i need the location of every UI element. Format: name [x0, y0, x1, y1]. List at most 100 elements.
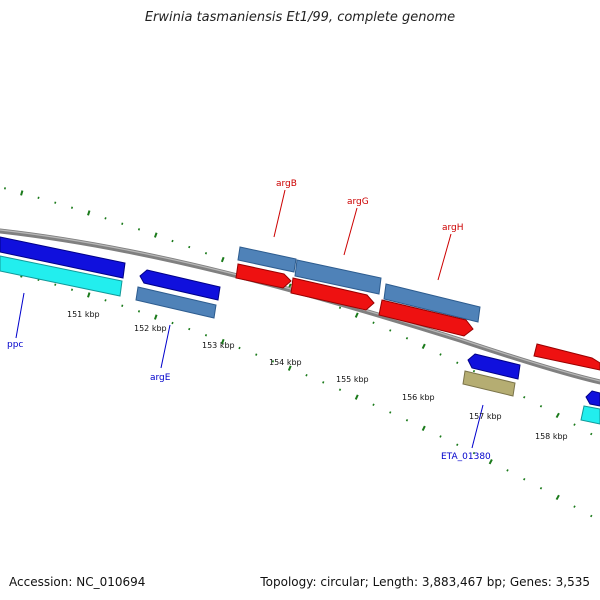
inner-minor-tick	[137, 310, 141, 313]
cds-feature-cyan-right[interactable]	[580, 405, 600, 425]
inner-minor-tick	[271, 360, 275, 363]
map-title: Erwinia tasmaniensis Et1/99, complete ge…	[144, 10, 456, 25]
outer-major-tick	[555, 412, 560, 419]
inner-minor-tick	[322, 381, 325, 384]
leader-line-argb	[273, 189, 286, 238]
inner-minor-tick	[405, 419, 409, 422]
inner-minor-tick	[590, 514, 593, 518]
cds-feature-red-2[interactable]	[290, 277, 375, 311]
inner-minor-tick	[389, 411, 392, 414]
inner-minor-tick	[573, 505, 576, 508]
inner-minor-tick	[539, 486, 543, 490]
inner-minor-tick	[121, 304, 124, 307]
leader-line-ppc	[15, 292, 25, 339]
outer-minor-tick	[188, 245, 191, 249]
outer-minor-tick	[338, 306, 342, 309]
outer-major-tick	[354, 312, 359, 318]
outer-minor-tick	[523, 395, 526, 399]
inner-minor-tick	[506, 469, 509, 472]
inner-minor-tick	[54, 283, 57, 286]
inner-minor-tick	[338, 388, 342, 391]
outer-minor-tick	[3, 187, 7, 190]
scale-label-156kbp: 156 kbp	[402, 393, 435, 402]
outer-minor-tick	[405, 337, 409, 340]
gene-label-argg: argG	[347, 197, 369, 207]
inner-minor-tick	[255, 353, 258, 356]
inner-minor-tick	[188, 327, 191, 331]
outer-major-tick	[20, 190, 24, 196]
outer-minor-tick	[54, 201, 57, 204]
outer-minor-tick	[389, 329, 392, 332]
scale-label-155kbp: 155 kbp	[336, 375, 369, 384]
cds-feature-red-4[interactable]	[533, 343, 600, 371]
cds-feature-argc[interactable]	[294, 259, 382, 295]
scale-label-157kbp: 157 kbp	[469, 412, 502, 421]
outer-minor-tick	[37, 196, 40, 199]
outer-minor-tick	[590, 432, 593, 436]
outer-minor-tick	[439, 353, 442, 356]
scale-label-154kbp: 154 kbp	[269, 358, 302, 367]
cds-feature-argh-steel[interactable]	[383, 283, 481, 323]
gene-label-argb: argB	[276, 179, 297, 189]
inner-minor-tick	[204, 334, 208, 337]
inner-major-tick	[555, 494, 560, 501]
scale-label-151kbp: 151 kbp	[67, 310, 100, 319]
outer-major-tick	[87, 210, 91, 216]
outer-minor-tick	[70, 206, 74, 209]
leader-line-eta	[471, 404, 484, 449]
gene-label-argh: argH	[442, 223, 464, 233]
cds-feature-blue-2[interactable]	[467, 353, 521, 380]
inner-minor-tick	[472, 451, 476, 455]
outer-major-tick	[421, 343, 426, 349]
inner-minor-tick	[456, 443, 459, 446]
cds-feature-ppc-cyan[interactable]	[0, 255, 123, 297]
inner-minor-tick	[238, 346, 241, 350]
inner-major-tick	[354, 394, 359, 400]
outer-minor-tick	[121, 222, 124, 225]
leader-line-argh	[437, 233, 452, 281]
inner-minor-tick	[171, 321, 174, 325]
inner-minor-tick	[104, 299, 107, 302]
outer-minor-tick	[472, 369, 476, 373]
inner-major-tick	[87, 292, 91, 298]
outer-minor-tick	[137, 228, 141, 231]
inner-minor-tick	[439, 435, 442, 438]
inner-major-tick	[220, 338, 225, 345]
inner-minor-tick	[523, 477, 526, 481]
cds-feature-red-3[interactable]	[378, 299, 474, 337]
inner-major-tick	[287, 365, 292, 371]
genome-summary-text: Topology: circular; Length: 3,883,467 bp…	[260, 575, 590, 589]
outer-major-tick	[153, 232, 158, 238]
outer-minor-tick	[539, 404, 543, 408]
gene-label-ppc: ppc	[7, 340, 23, 350]
accession-text: Accession: NC_010694	[9, 575, 146, 589]
outer-minor-tick	[171, 239, 174, 243]
inner-major-tick	[153, 314, 158, 320]
outer-minor-tick	[573, 423, 576, 426]
inner-minor-tick	[70, 288, 74, 291]
inner-minor-tick	[305, 374, 308, 377]
gene-label-arge: argE	[150, 373, 171, 383]
outer-minor-tick	[104, 217, 107, 220]
leader-line-argg	[343, 207, 358, 256]
cds-feature-arge[interactable]	[135, 286, 217, 319]
leader-line-arge	[160, 324, 171, 369]
inner-minor-tick	[372, 403, 375, 406]
scale-label-152kbp: 152 kbp	[134, 324, 167, 333]
scale-label-153kbp: 153 kbp	[202, 341, 235, 350]
outer-minor-tick	[204, 252, 208, 255]
cds-feature-red-1[interactable]	[235, 263, 292, 289]
cds-feature-ppc-blue[interactable]	[0, 236, 126, 279]
cds-feature-blue-1[interactable]	[139, 269, 221, 301]
cds-feature-blue-3[interactable]	[585, 390, 600, 407]
cds-feature-argb[interactable]	[237, 246, 297, 273]
inner-major-tick	[421, 425, 426, 431]
inner-major-tick	[488, 459, 493, 465]
scale-label-158kbp: 158 kbp	[535, 432, 568, 441]
outer-minor-tick	[372, 321, 375, 324]
gene-label-eta01380: ETA_01380	[441, 452, 491, 462]
outer-major-tick	[220, 256, 225, 263]
cds-feature-eta01380[interactable]	[462, 370, 516, 397]
outer-minor-tick	[456, 361, 459, 364]
